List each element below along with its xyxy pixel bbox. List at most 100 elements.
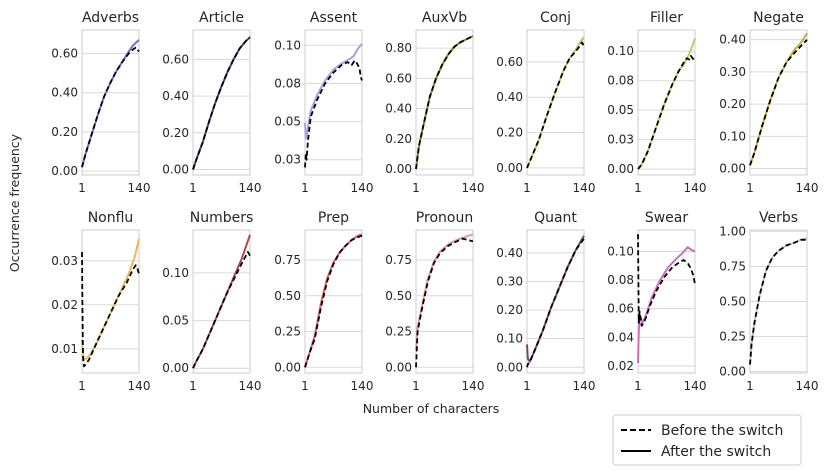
series-before-line bbox=[81, 251, 140, 368]
y-tick-label: 0.05 bbox=[274, 115, 301, 129]
y-tick-label: 0.50 bbox=[385, 289, 412, 303]
x-tick-label: 140 bbox=[239, 181, 262, 195]
series-after-line bbox=[526, 36, 585, 169]
axes-frame bbox=[637, 29, 696, 176]
x-tick-label: 1 bbox=[523, 181, 531, 195]
panel-article: 0.00 0.20 0.40 0.60 1 140 Article bbox=[162, 10, 261, 195]
panel-title: Pronoun bbox=[416, 210, 473, 226]
y-tick-label: 0.01 bbox=[51, 342, 78, 356]
panel-title: Prep bbox=[318, 210, 349, 226]
x-tick-label: 1 bbox=[78, 181, 86, 195]
series-before-line bbox=[637, 234, 696, 327]
panel-nonflu: 0.01 0.02 0.03 1 140 Nonflu bbox=[51, 210, 150, 393]
axes-frame bbox=[749, 29, 808, 176]
y-tick-label: 0.05 bbox=[162, 314, 189, 328]
series-after-line bbox=[304, 233, 363, 368]
y-tick-label: 0.60 bbox=[51, 47, 78, 61]
y-tick-label: 0.80 bbox=[385, 41, 412, 55]
y-tick-label: 0.10 bbox=[274, 38, 301, 52]
y-tick-label: 0.03 bbox=[51, 254, 78, 268]
series-before-line bbox=[637, 55, 696, 170]
x-tick-label: 1 bbox=[746, 379, 754, 393]
y-tick-label: 0.40 bbox=[385, 102, 412, 116]
series-after-line bbox=[81, 39, 140, 168]
panel-title: Numbers bbox=[190, 210, 254, 226]
legend-box bbox=[612, 414, 802, 466]
axes-frame bbox=[749, 229, 808, 374]
y-tick-label: 0.02 bbox=[607, 359, 634, 373]
panel-title: Verbs bbox=[759, 210, 798, 226]
y-tick-label: 0.00 bbox=[607, 162, 634, 176]
legend-after-label: After the switch bbox=[661, 444, 771, 460]
legend-before-label: Before the switch bbox=[661, 423, 783, 439]
axes-frame bbox=[192, 229, 251, 374]
y-tick-label: 0.08 bbox=[607, 273, 634, 287]
series-before-line bbox=[81, 46, 140, 168]
y-tick-label: 0.08 bbox=[607, 74, 634, 88]
panel-title: Nonflu bbox=[88, 210, 134, 226]
panel-title: Adverbs bbox=[82, 10, 139, 26]
y-tick-label: 0.00 bbox=[496, 360, 523, 374]
x-tick-label: 1 bbox=[634, 181, 642, 195]
x-tick-label: 140 bbox=[462, 181, 485, 195]
x-tick-label: 140 bbox=[239, 379, 262, 393]
series-before-line bbox=[526, 238, 585, 368]
y-tick-label: 0.75 bbox=[385, 253, 412, 267]
x-tick-label: 1 bbox=[189, 379, 197, 393]
y-tick-label: 0.20 bbox=[719, 97, 746, 111]
x-tick-label: 1 bbox=[301, 379, 309, 393]
y-tick-label: 0.02 bbox=[51, 298, 78, 312]
y-tick-label: 0.30 bbox=[719, 65, 746, 79]
series-before-line bbox=[192, 250, 251, 369]
series-before-line bbox=[192, 36, 251, 170]
y-tick-label: 0.20 bbox=[51, 125, 78, 139]
axes-frame bbox=[526, 29, 585, 176]
panel-title: Filler bbox=[650, 10, 683, 26]
x-tick-label: 140 bbox=[573, 379, 596, 393]
panel-quant: 0.00 0.10 0.20 0.30 0.40 1 140 Quant bbox=[496, 210, 595, 393]
panel-title: Article bbox=[199, 10, 244, 26]
y-tick-label: 0.00 bbox=[274, 360, 301, 374]
x-tick-label: 140 bbox=[351, 379, 374, 393]
x-tick-label: 1 bbox=[301, 181, 309, 195]
x-tick-label: 140 bbox=[128, 181, 151, 195]
y-tick-label: 0.30 bbox=[496, 274, 523, 288]
y-tick-label: 0.60 bbox=[162, 52, 189, 66]
y-tick-label: 0.00 bbox=[51, 164, 78, 178]
axes-frame bbox=[304, 29, 363, 176]
y-tick-label: 0.40 bbox=[51, 86, 78, 100]
axes-frame bbox=[415, 229, 474, 374]
x-tick-label: 140 bbox=[573, 181, 596, 195]
y-tick-label: 0.00 bbox=[719, 162, 746, 176]
legend: Before the switch After the switch bbox=[612, 414, 802, 466]
x-axis-label: Number of characters bbox=[363, 401, 500, 416]
y-tick-label: 0.20 bbox=[496, 126, 523, 140]
panel-title: AuxVb bbox=[422, 10, 467, 26]
series-after-line bbox=[415, 233, 474, 351]
series-after-line bbox=[415, 35, 474, 170]
panel-title: Quant bbox=[534, 210, 577, 226]
y-tick-label: 0.75 bbox=[274, 253, 301, 267]
x-tick-label: 140 bbox=[796, 181, 819, 195]
axes-frame bbox=[304, 229, 363, 374]
y-tick-label: 0.10 bbox=[719, 129, 746, 143]
series-after-line bbox=[304, 43, 363, 140]
y-tick-label: 0.03 bbox=[274, 153, 301, 167]
panel-numbers: 0.00 0.05 0.10 1 140 Numbers bbox=[162, 210, 261, 393]
axes-frame bbox=[415, 29, 474, 176]
panel-swear: 0.02 0.04 0.06 0.08 0.10 1 140 Swear bbox=[607, 210, 706, 393]
y-tick-label: 0.25 bbox=[719, 330, 746, 344]
panel-assent: 0.03 0.05 0.08 0.10 1 140 Assent bbox=[274, 10, 373, 195]
y-tick-label: 0.10 bbox=[607, 44, 634, 58]
series-before-line bbox=[415, 35, 474, 170]
y-tick-label: 0.20 bbox=[496, 303, 523, 317]
y-tick-label: 0.10 bbox=[607, 244, 634, 258]
panel-conj: 0.00 0.20 0.40 0.60 1 140 Conj bbox=[496, 10, 595, 195]
panel-negate: 0.00 0.10 0.20 0.30 0.40 1 140 Negate bbox=[719, 10, 818, 195]
x-tick-label: 1 bbox=[189, 181, 197, 195]
series-after-line bbox=[81, 238, 140, 361]
y-tick-label: 0.04 bbox=[607, 330, 634, 344]
panel-title: Swear bbox=[645, 210, 689, 226]
panel-pronoun: 0.00 0.25 0.50 0.75 1 140 Pronoun bbox=[385, 210, 484, 393]
y-tick-label: 1.00 bbox=[719, 224, 746, 238]
